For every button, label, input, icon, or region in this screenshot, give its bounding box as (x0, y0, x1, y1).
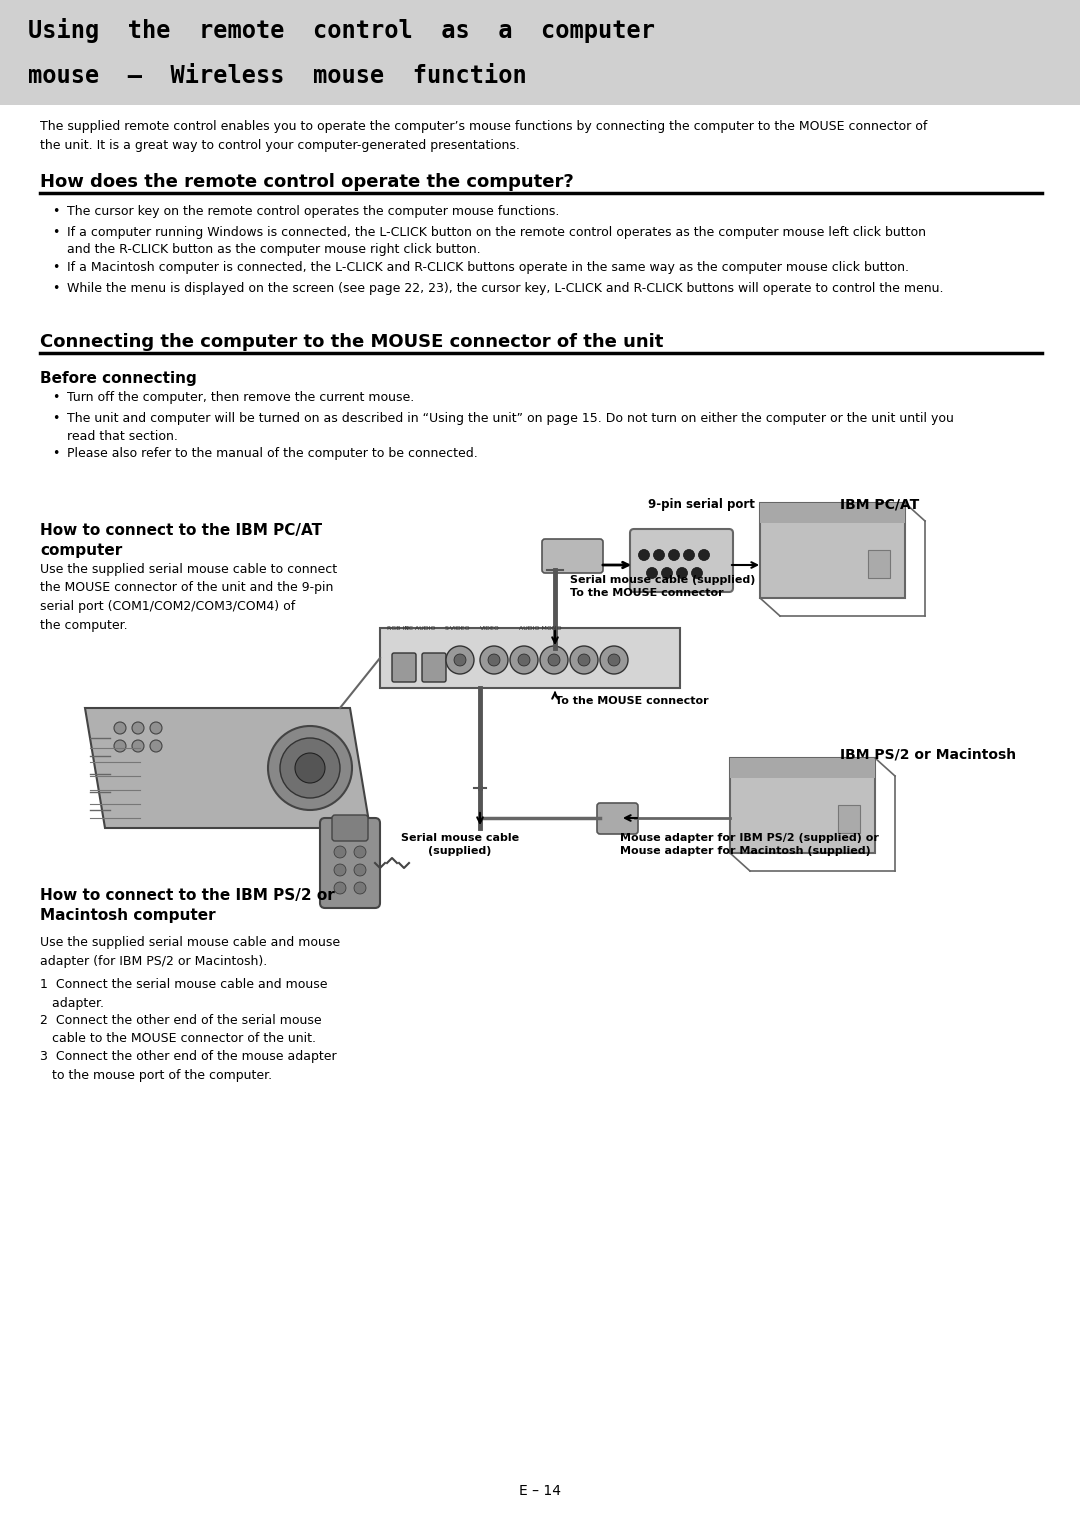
Text: 1  Connect the serial mouse cable and mouse
   adapter.: 1 Connect the serial mouse cable and mou… (40, 978, 327, 1010)
Text: If a computer running Windows is connected, the L-CLICK button on the remote con: If a computer running Windows is connect… (67, 226, 926, 257)
Circle shape (510, 646, 538, 674)
Text: •: • (52, 205, 59, 219)
Circle shape (114, 723, 126, 733)
Circle shape (684, 550, 694, 561)
Circle shape (354, 863, 366, 876)
FancyBboxPatch shape (422, 652, 446, 681)
Circle shape (669, 550, 679, 561)
Text: AUDIO MONO: AUDIO MONO (518, 626, 562, 631)
Text: 2  Connect the other end of the serial mouse
   cable to the MOUSE connector of : 2 Connect the other end of the serial mo… (40, 1015, 322, 1045)
Circle shape (114, 740, 126, 752)
FancyBboxPatch shape (392, 652, 416, 681)
Text: The cursor key on the remote control operates the computer mouse functions.: The cursor key on the remote control ope… (67, 205, 559, 219)
Bar (868, 550, 890, 578)
Text: The supplied remote control enables you to operate the computer’s mouse function: The supplied remote control enables you … (40, 121, 928, 151)
FancyBboxPatch shape (542, 539, 603, 573)
Circle shape (653, 550, 664, 561)
Text: E – 14: E – 14 (519, 1484, 561, 1497)
Circle shape (647, 567, 658, 579)
Text: 9-pin serial port: 9-pin serial port (648, 498, 755, 510)
Circle shape (354, 882, 366, 894)
Circle shape (132, 723, 144, 733)
Circle shape (446, 646, 474, 674)
Text: PC AUDIO: PC AUDIO (405, 626, 435, 631)
Circle shape (280, 738, 340, 798)
Circle shape (150, 740, 162, 752)
Circle shape (661, 567, 673, 579)
FancyBboxPatch shape (760, 503, 905, 597)
Text: RGB IN: RGB IN (387, 626, 409, 631)
Circle shape (600, 646, 627, 674)
Text: Turn off the computer, then remove the current mouse.: Turn off the computer, then remove the c… (67, 391, 415, 403)
Polygon shape (85, 707, 370, 828)
FancyBboxPatch shape (320, 817, 380, 908)
Text: IBM PS/2 or Macintosh: IBM PS/2 or Macintosh (840, 749, 1016, 762)
FancyBboxPatch shape (630, 529, 733, 591)
Circle shape (334, 882, 346, 894)
Circle shape (480, 646, 508, 674)
Text: •: • (52, 391, 59, 403)
Circle shape (334, 847, 346, 859)
FancyBboxPatch shape (730, 758, 875, 853)
FancyBboxPatch shape (0, 0, 1080, 105)
FancyBboxPatch shape (332, 814, 368, 840)
Text: The unit and computer will be turned on as described in “Using the unit” on page: The unit and computer will be turned on … (67, 413, 954, 443)
Circle shape (354, 847, 366, 859)
Circle shape (548, 654, 561, 666)
Circle shape (334, 863, 346, 876)
Text: •: • (52, 226, 59, 238)
Circle shape (676, 567, 688, 579)
Circle shape (132, 740, 144, 752)
Text: Use the supplied serial mouse cable and mouse
adapter (for IBM PS/2 or Macintosh: Use the supplied serial mouse cable and … (40, 937, 340, 967)
Circle shape (268, 726, 352, 810)
Text: VIDEO: VIDEO (481, 626, 500, 631)
FancyBboxPatch shape (380, 628, 680, 688)
FancyBboxPatch shape (760, 503, 905, 523)
Text: •: • (52, 448, 59, 460)
Text: S-VIDEO: S-VIDEO (444, 626, 470, 631)
Text: How to connect to the IBM PC/AT
computer: How to connect to the IBM PC/AT computer (40, 523, 322, 558)
Circle shape (518, 654, 530, 666)
Circle shape (691, 567, 702, 579)
Circle shape (699, 550, 710, 561)
Text: mouse  –  Wireless  mouse  function: mouse – Wireless mouse function (28, 64, 527, 89)
Text: How does the remote control operate the computer?: How does the remote control operate the … (40, 173, 573, 191)
Circle shape (638, 550, 649, 561)
Circle shape (540, 646, 568, 674)
Circle shape (295, 753, 325, 782)
Text: Serial mouse cable
(supplied): Serial mouse cable (supplied) (401, 833, 519, 856)
Text: To the MOUSE connector: To the MOUSE connector (555, 695, 708, 706)
Circle shape (488, 654, 500, 666)
Text: 3  Connect the other end of the mouse adapter
   to the mouse port of the comput: 3 Connect the other end of the mouse ada… (40, 1050, 337, 1082)
FancyBboxPatch shape (730, 758, 875, 778)
Circle shape (454, 654, 465, 666)
FancyBboxPatch shape (597, 804, 638, 834)
Text: If a Macintosh computer is connected, the L-CLICK and R-CLICK buttons operate in: If a Macintosh computer is connected, th… (67, 261, 909, 274)
Text: Using  the  remote  control  as  a  computer: Using the remote control as a computer (28, 18, 654, 43)
Text: •: • (52, 261, 59, 274)
Text: IBM PC/AT: IBM PC/AT (840, 498, 919, 512)
Circle shape (150, 723, 162, 733)
Circle shape (578, 654, 590, 666)
Bar (838, 805, 860, 833)
Text: •: • (52, 283, 59, 295)
Text: Before connecting: Before connecting (40, 371, 197, 387)
Text: •: • (52, 413, 59, 425)
Text: Please also refer to the manual of the computer to be connected.: Please also refer to the manual of the c… (67, 448, 477, 460)
Text: Use the supplied serial mouse cable to connect
the MOUSE connector of the unit a: Use the supplied serial mouse cable to c… (40, 562, 337, 631)
Text: How to connect to the IBM PS/2 or
Macintosh computer: How to connect to the IBM PS/2 or Macint… (40, 888, 335, 923)
Text: Connecting the computer to the MOUSE connector of the unit: Connecting the computer to the MOUSE con… (40, 333, 663, 351)
Text: Mouse adapter for IBM PS/2 (supplied) or
Mouse adapter for Macintosh (supplied): Mouse adapter for IBM PS/2 (supplied) or… (620, 833, 879, 856)
Circle shape (570, 646, 598, 674)
Text: While the menu is displayed on the screen (see page 22, 23), the cursor key, L-C: While the menu is displayed on the scree… (67, 283, 944, 295)
Circle shape (608, 654, 620, 666)
Text: Serial mouse cable (supplied)
To the MOUSE connector: Serial mouse cable (supplied) To the MOU… (570, 575, 755, 597)
